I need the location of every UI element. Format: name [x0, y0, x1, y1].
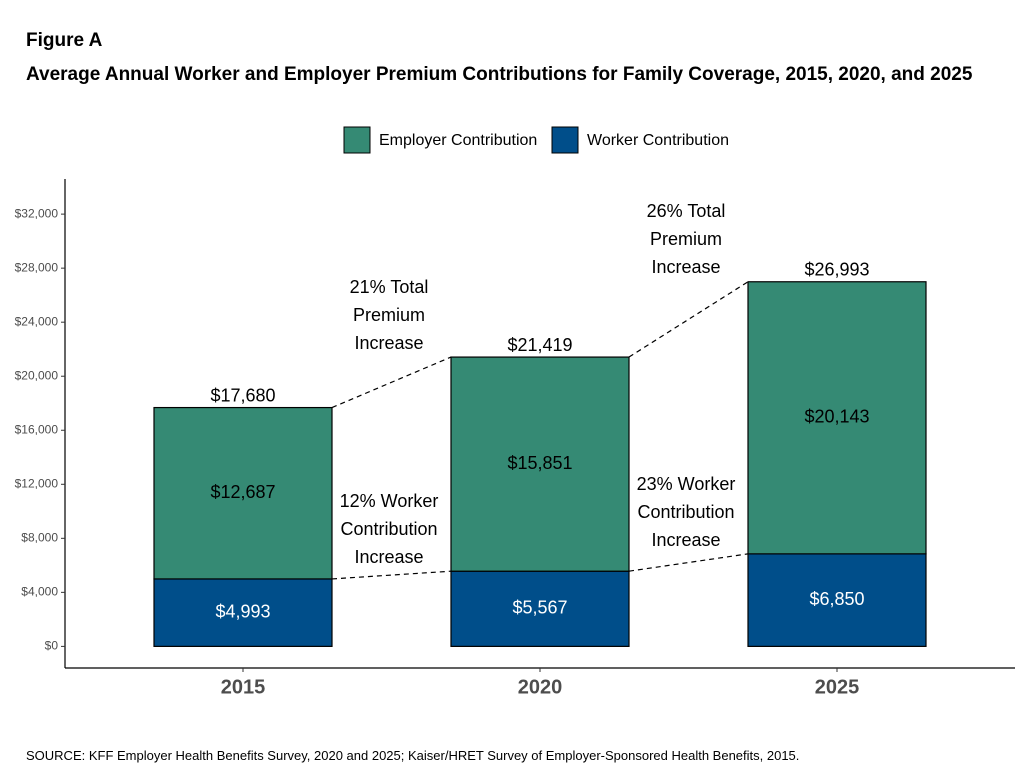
y-tick-label: $32,000 [15, 206, 59, 220]
annotation: Increase [651, 530, 720, 550]
bar-segment [747, 281, 927, 555]
total-connector [628, 281, 749, 358]
figure-label: Figure A [26, 30, 103, 51]
value-label: $12,687 [210, 482, 275, 502]
value-label: $4,993 [215, 601, 270, 621]
x-tick-label: 2020 [518, 676, 563, 698]
total-connector [331, 356, 452, 409]
source-note: SOURCE: KFF Employer Health Benefits Sur… [26, 748, 800, 763]
y-tick-label: $16,000 [15, 422, 59, 436]
annotation: Contribution [340, 519, 437, 539]
bar-segment [450, 570, 630, 647]
annotation: Premium [650, 229, 722, 249]
bar-segment [153, 578, 333, 647]
annotation: Increase [354, 333, 423, 353]
annotation: 21% Total [350, 277, 429, 297]
annotation: 26% Total [647, 201, 726, 221]
chart-title: Average Annual Worker and Employer Premi… [26, 64, 973, 85]
y-tick-label: $8,000 [21, 530, 58, 544]
value-label: $20,143 [804, 407, 869, 427]
annotation: 12% Worker [340, 491, 439, 511]
total-label: $26,993 [804, 260, 869, 280]
value-label: $6,850 [809, 589, 864, 609]
x-tick-label: 2015 [221, 676, 266, 698]
y-tick-label: $24,000 [15, 314, 59, 328]
y-tick-label: $12,000 [15, 476, 59, 490]
worker-connector [331, 570, 452, 580]
legend-swatch [551, 126, 579, 154]
legend-swatch [343, 126, 371, 154]
bar-segment [153, 406, 333, 580]
bar-segment [747, 553, 927, 647]
y-tick-label: $28,000 [15, 260, 59, 274]
annotation: Increase [354, 547, 423, 567]
annotation: Contribution [637, 502, 734, 522]
total-label: $21,419 [507, 335, 572, 355]
value-label: $5,567 [512, 598, 567, 618]
annotation: Increase [651, 257, 720, 277]
y-tick-label: $0 [45, 639, 59, 653]
annotation: 23% Worker [637, 474, 736, 494]
annotation: Premium [353, 305, 425, 325]
bar-segment [450, 356, 630, 572]
value-label: $15,851 [507, 453, 572, 473]
y-tick-label: $4,000 [21, 585, 58, 599]
legend-label: Employer Contribution [379, 132, 537, 149]
total-label: $17,680 [210, 385, 275, 405]
legend-label: Worker Contribution [587, 132, 729, 149]
x-tick-label: 2025 [815, 676, 860, 698]
worker-connector [628, 553, 749, 572]
y-tick-label: $20,000 [15, 368, 59, 382]
